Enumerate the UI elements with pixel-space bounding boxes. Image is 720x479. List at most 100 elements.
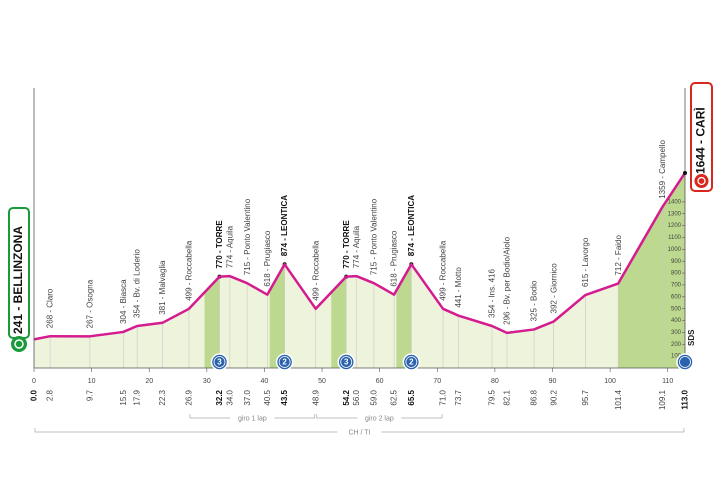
km-label: 34.0 [225,389,234,405]
x-tick-label: 80 [491,378,499,385]
y-tick-label: 1100 [668,235,682,241]
start-icon [11,336,27,352]
x-tick-label: 30 [203,378,211,385]
waypoint-label: 267 - Osogna [85,279,94,328]
waypoint-label: 304 - Biasca [119,279,128,324]
bracket-label-bg [357,413,402,423]
y-tick-label: 200 [671,342,682,348]
climb-marker-ring [679,356,691,368]
climb-marker-ring [213,356,226,368]
km-label: 71.0 [439,389,448,405]
bracket-label-bg [230,413,275,423]
x-tick-label: 20 [145,378,153,385]
climb-category: 3 [344,358,349,367]
profile-area [34,172,685,368]
y-tick-label: 900 [671,259,682,265]
sds-mark: SDS [687,329,696,346]
km-label: 65.5 [407,389,416,405]
x-tick-label: 60 [376,378,384,385]
km-label: 73.7 [454,389,463,405]
finish-km: 113.0 [681,389,690,409]
waypoint-label: 441 - Motto [454,267,463,308]
start-km: 0.0 [30,389,39,401]
finish-icon [694,174,709,188]
y-tick-label: 500 [671,306,682,312]
waypoint-label: 499 - Roccabella [311,240,320,301]
km-label: 82.1 [503,389,512,405]
y-tick-label: 100 [671,354,682,360]
waypoint-label: 715 - Ponto Valentino [243,198,252,275]
waypoint-label: 715 - Ponto Valentino [370,198,379,275]
y-tick-label: 400 [671,318,682,324]
profile-line [33,172,687,341]
y-tick-label: 1300 [668,211,682,217]
km-label: 26.9 [185,389,194,405]
km-label: 17.9 [133,389,142,405]
start-box: 241 - BELLINZONA [8,207,30,352]
waypoint-label: 712 - Faido [614,235,623,276]
bracket-label: giro 1 lap [238,415,267,422]
km-label: 9.7 [85,389,94,401]
start-icon-inner [14,339,24,349]
km-label: 90.2 [549,389,558,405]
waypoint-label: 381 - Malvaglia [158,260,167,315]
km-label: 43.5 [280,389,289,405]
climb-band [204,276,220,368]
waypoint-label: 1359 - Campello [658,140,667,199]
km-label: 40.5 [263,389,272,405]
km-label: 62.5 [390,389,399,405]
start-label: 241 - BELLINZONA [11,226,25,334]
km-label: 37.0 [243,389,252,405]
waypoint-label: 354 - Bv. di Loderio [133,249,142,318]
x-tick-label: 50 [318,378,326,385]
km-label: 79.5 [488,389,497,405]
waypoint-label: 392 - Giornico [549,263,558,314]
waypoint-label: 770 - TORRE [342,220,351,269]
waypoint-label: 268 - Claro [46,288,55,328]
bracket-label-bg [337,427,382,437]
km-label: 56.0 [352,389,361,405]
climb-category: 3 [217,358,222,367]
x-tick-label: 110 [662,378,673,385]
x-tick-label: 100 [604,378,616,385]
x-tick-label: 90 [549,378,557,385]
y-tick-label: 600 [671,294,682,300]
waypoint-label: 499 - Roccabella [439,240,448,301]
y-tick-label: 700 [671,283,682,289]
x-tick-label: 70 [433,378,441,385]
waypoint-label: 618 - Prugiasco [390,230,399,287]
x-tick-label: 0 [32,378,36,385]
climb-band [331,276,347,368]
y-tick-label: 1400 [668,199,682,205]
waypoint-label: 325 - Bodio [530,280,539,321]
km-label: 32.2 [215,389,224,405]
y-tick-label: 800 [671,271,682,277]
finish-icon-inner [697,176,706,186]
y-tick-label: 1000 [668,247,682,253]
x-tick-label: 10 [88,378,96,385]
climb-band [396,264,412,368]
km-label: 48.9 [311,389,320,405]
waypoint-label: 296 - Bv. per Bodio/Aiolo [503,236,512,324]
x-tick-label: 40 [261,378,269,385]
waypoint-label: 615 - Lavorgo [581,237,590,287]
finish-dot [683,170,687,175]
km-label: 109.1 [658,389,667,410]
climb-band [269,264,285,368]
km-label: 101.4 [614,389,623,410]
waypoint-label: 874 - LEONTICA [407,195,416,257]
waypoint-label: 618 - Prugiasco [263,230,272,287]
climb-marker-ring [340,356,353,368]
km-label: 15.5 [119,389,128,405]
km-label: 95.7 [581,389,590,405]
waypoint-label: 499 - Roccabella [185,240,194,301]
climb-band [618,172,685,368]
waypoint-label: 770 - TORRE [215,220,224,269]
climb-marker-ring [405,356,418,368]
bracket-label: CH / TI [348,429,370,436]
finish-frame [690,82,713,192]
km-label: 54.2 [342,389,351,405]
y-tick-label: 1200 [668,223,682,229]
